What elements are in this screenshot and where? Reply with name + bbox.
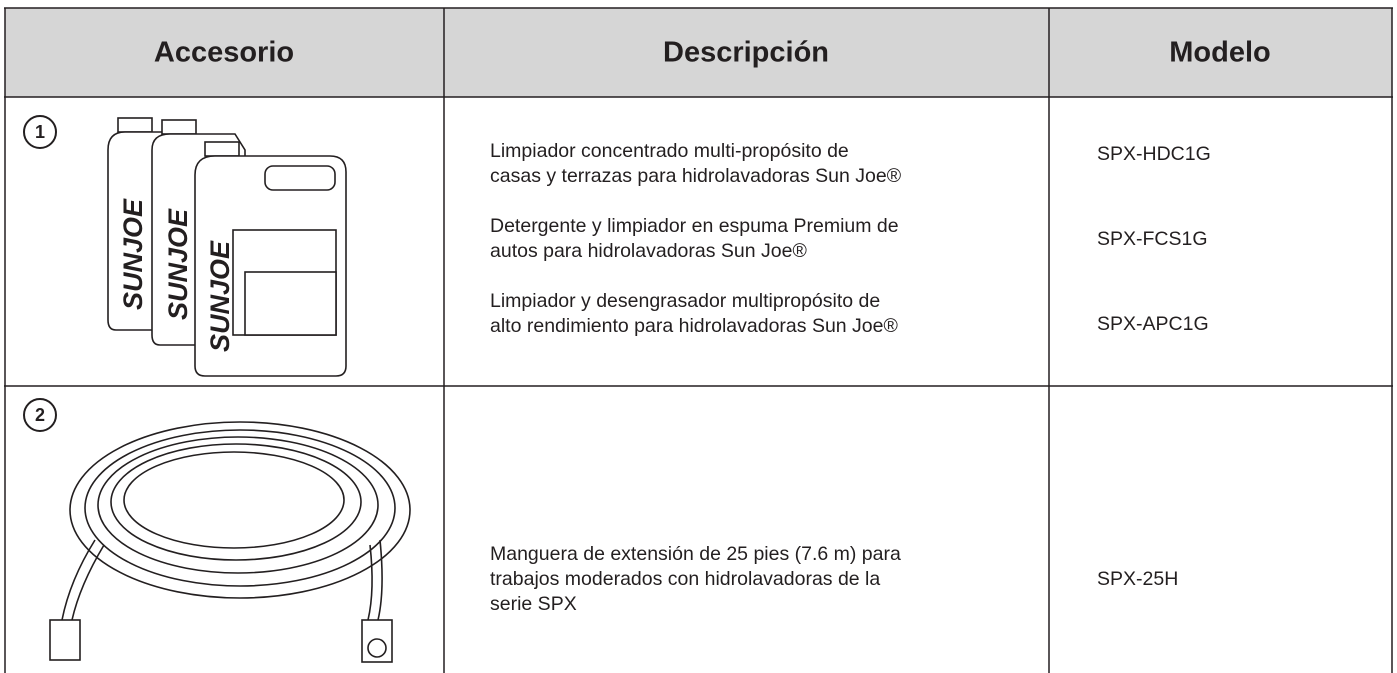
number-badge: [23, 398, 57, 432]
description-line: Limpiador concentrado multi-propósito de: [490, 140, 849, 162]
jug-brand: SUNJOE: [205, 240, 235, 352]
description-line: Detergente y limpiador en espuma Premium…: [490, 215, 899, 237]
table-rules: [4, 7, 1393, 673]
description-line: autos para hidrolavadoras Sun Joe®: [490, 240, 807, 262]
model-code: SPX-FCS1G: [1097, 228, 1208, 250]
model-code: SPX-APC1G: [1097, 313, 1209, 335]
column-header: Descripción: [663, 37, 829, 69]
jugs-illustration: SUNJOE SUNJOE SUNJOE: [107, 117, 347, 377]
description-line: trabajos moderados con hidrolavadoras de…: [490, 568, 880, 590]
jug-brand: SUNJOE: [118, 198, 148, 310]
description-line: serie SPX: [490, 593, 577, 615]
description-line: alto rendimiento para hidrolavadoras Sun…: [490, 315, 898, 337]
row-number: 2: [35, 405, 45, 425]
model-code: SPX-25H: [1097, 568, 1178, 590]
row-number: 1: [35, 122, 45, 142]
model-code: SPX-HDC1G: [1097, 143, 1211, 165]
header-band: [5, 8, 1392, 97]
hose-illustration: [49, 421, 411, 663]
jug-brand: SUNJOE: [163, 208, 193, 320]
column-header: Accesorio: [154, 37, 294, 69]
description-line: casas y terrazas para hidrolavadoras Sun…: [490, 165, 902, 187]
description-line: Manguera de extensión de 25 pies (7.6 m)…: [490, 543, 901, 565]
description-line: Limpiador y desengrasador multipropósito…: [490, 290, 880, 312]
number-badge: [23, 115, 57, 149]
column-header: Modelo: [1169, 37, 1271, 69]
